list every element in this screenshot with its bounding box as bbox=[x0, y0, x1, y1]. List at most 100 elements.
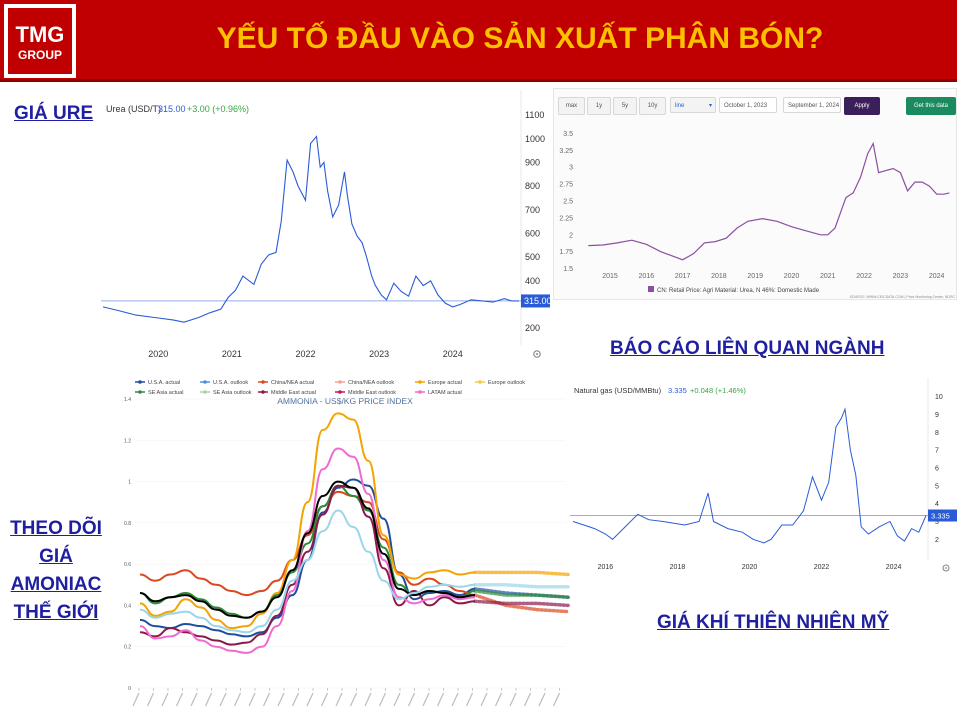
chart-type-select[interactable]: line ▾ bbox=[670, 97, 716, 113]
ammonia-x-tick-label bbox=[538, 692, 546, 707]
range-5y-button[interactable]: 5y bbox=[613, 97, 637, 115]
ammonia-x-tick-label bbox=[320, 692, 329, 707]
page-title: YẾU TỐ ĐẦU VÀO SẢN XUẤT PHÂN BÓN? bbox=[216, 22, 824, 55]
ammonia-legend-item[interactable]: China/NEA outlook bbox=[335, 380, 394, 386]
apply-button[interactable]: Apply bbox=[844, 97, 880, 115]
ammonia-legend-label: U.S.A. outlook bbox=[213, 380, 248, 386]
cn-x-tick: 2016 bbox=[639, 273, 655, 280]
gas-x-tick: 2016 bbox=[598, 564, 614, 571]
urea-last-value-tag bbox=[521, 294, 550, 308]
urea-chart: Urea (USD/T) 315.00 +3.00 (+0.96%) 1100 1… bbox=[101, 90, 550, 360]
ammonia-x-tick-label bbox=[175, 692, 184, 707]
ammonia-legend-label: Middle East actual bbox=[271, 390, 316, 396]
heading-reports[interactable]: BÁO CÁO LIÊN QUAN NGÀNH bbox=[610, 338, 885, 359]
urea-y-tick: 600 bbox=[525, 228, 540, 238]
end-date-input[interactable]: September 1, 2024 bbox=[783, 97, 841, 113]
cn-y-tick: 2.5 bbox=[563, 199, 573, 206]
ammonia-x-tick-label bbox=[204, 692, 213, 707]
ammonia-x-tick-label bbox=[494, 692, 503, 707]
ammonia-x-tick-label bbox=[262, 692, 271, 707]
urea-series-line bbox=[102, 135, 519, 323]
urea-x-tick: 2020 bbox=[148, 349, 168, 359]
ammonia-x-tick-label bbox=[480, 692, 488, 707]
ammonia-outlook-line bbox=[473, 599, 570, 608]
ammonia-x-tick-label bbox=[335, 692, 343, 707]
range-10y-button[interactable]: 10y bbox=[639, 97, 666, 115]
cn-x-tick: 2020 bbox=[784, 273, 800, 280]
ammonia-outlook-line bbox=[473, 593, 570, 614]
urea-y-tick: 800 bbox=[525, 181, 540, 191]
cn-x-tick: 2024 bbox=[929, 273, 945, 280]
cn-y-tick: 3.5 bbox=[563, 131, 573, 138]
logo-box: TMG GROUP bbox=[8, 8, 72, 74]
cn-y-tick: 3 bbox=[569, 165, 573, 172]
ammonia-x-tick-label bbox=[161, 692, 169, 707]
ammonia-x-tick-label bbox=[509, 692, 517, 707]
range-1y-button[interactable]: 1y bbox=[587, 97, 611, 115]
ammonia-legend-item[interactable]: Middle East outlook bbox=[335, 390, 396, 396]
ammonia-x-tick-label bbox=[291, 692, 300, 707]
urea-y-tick: 700 bbox=[525, 205, 540, 215]
ammonia-x-tick-label bbox=[146, 692, 155, 707]
ammonia-legend-item[interactable]: SE Asia actual bbox=[135, 390, 183, 396]
ammonia-legend-item[interactable]: Europe outlook bbox=[475, 380, 525, 386]
range-max-button[interactable]: max bbox=[558, 97, 585, 115]
ammonia-legend-item[interactable]: Europe actual bbox=[415, 380, 462, 386]
ammonia-legend-item[interactable]: Middle East actual bbox=[258, 390, 316, 396]
cn-x-tick: 2019 bbox=[747, 273, 763, 280]
start-date-input[interactable]: October 1, 2023 bbox=[719, 97, 777, 113]
gas-y-tick: 4 bbox=[935, 501, 939, 508]
ammonia-title: AMMONIA - US$/KG PRICE INDEX bbox=[277, 396, 413, 406]
gas-last-value-tag bbox=[928, 509, 957, 522]
ammonia-y-tick: 0.2 bbox=[124, 645, 131, 651]
urea-y-tick: 900 bbox=[525, 157, 540, 167]
ammonia-legend-item[interactable]: LATAM actual bbox=[415, 390, 462, 396]
chart-type-value: line bbox=[675, 103, 685, 109]
gas-y-tick: 6 bbox=[935, 466, 939, 473]
title-banner bbox=[0, 0, 957, 82]
ammonia-legend-label: Europe actual bbox=[428, 380, 462, 386]
ammonia-legend-label: SE Asia outlook bbox=[213, 390, 252, 396]
get-data-button[interactable]: Get this data bbox=[906, 97, 956, 115]
urea-y-tick: 400 bbox=[525, 276, 540, 286]
cn-y-tick: 2.75 bbox=[559, 182, 573, 189]
ammonia-x-tick-label bbox=[436, 692, 445, 707]
ammonia-outlook-line bbox=[473, 583, 570, 589]
cn-y-tick: 2 bbox=[569, 232, 573, 239]
urea-y-tick: 1000 bbox=[525, 134, 545, 144]
cn-x-tick: 2023 bbox=[893, 273, 909, 280]
cn-y-tick: 1.5 bbox=[563, 266, 573, 273]
logo-line2: GROUP bbox=[17, 48, 62, 62]
ammonia-x-tick-label bbox=[306, 692, 314, 707]
ammonia-legend-item[interactable]: SE Asia outlook bbox=[200, 390, 252, 396]
chevron-down-icon: ▾ bbox=[708, 103, 712, 109]
gas-y-tick: 2 bbox=[935, 537, 939, 544]
ammonia-legend-item[interactable]: China/NEA actual bbox=[258, 380, 314, 386]
ammonia-x-tick-label bbox=[407, 692, 416, 707]
ammonia-legend-label: SE Asia actual bbox=[148, 390, 183, 396]
heading-gas[interactable]: GIÁ KHÍ THIÊN NHIÊN MỸ bbox=[657, 612, 890, 633]
ceic-panel: max 1y 5y 10y line ▾ October 1, 2023 Sep… bbox=[553, 88, 957, 300]
ammonia-legend-label: LATAM actual bbox=[428, 390, 462, 396]
ammonia-series-line bbox=[139, 480, 476, 619]
settings-icon[interactable] bbox=[942, 564, 950, 572]
settings-icon[interactable] bbox=[533, 350, 541, 358]
ammonia-x-tick-label bbox=[233, 692, 242, 707]
urea-price: 315.00 bbox=[158, 104, 186, 114]
ammonia-y-tick: 0.6 bbox=[124, 562, 131, 568]
heading-ammonia-line2: GIÁ bbox=[39, 546, 73, 567]
cn-x-tick: 2022 bbox=[856, 273, 872, 280]
ammonia-x-tick-label bbox=[552, 692, 561, 707]
ammonia-y-tick: 1.2 bbox=[124, 438, 131, 444]
gas-y-tick: 9 bbox=[935, 412, 939, 419]
heading-ammonia-line3: AMONIAC bbox=[10, 574, 102, 595]
heading-ammonia[interactable]: THEO DÕI GIÁ AMONIAC THẾ GIỚI bbox=[0, 515, 112, 627]
ammonia-y-tick: 0.4 bbox=[124, 603, 131, 609]
ammonia-x-tick-label bbox=[248, 692, 256, 707]
gas-x-tick: 2018 bbox=[670, 564, 686, 571]
ammonia-legend-item[interactable]: U.S.A. actual bbox=[135, 380, 180, 386]
heading-urea[interactable]: GIÁ URE bbox=[14, 103, 94, 124]
urea-x-tick: 2022 bbox=[295, 349, 315, 359]
ammonia-x-tick-label bbox=[393, 692, 401, 707]
ammonia-legend-item[interactable]: U.S.A. outlook bbox=[200, 380, 248, 386]
